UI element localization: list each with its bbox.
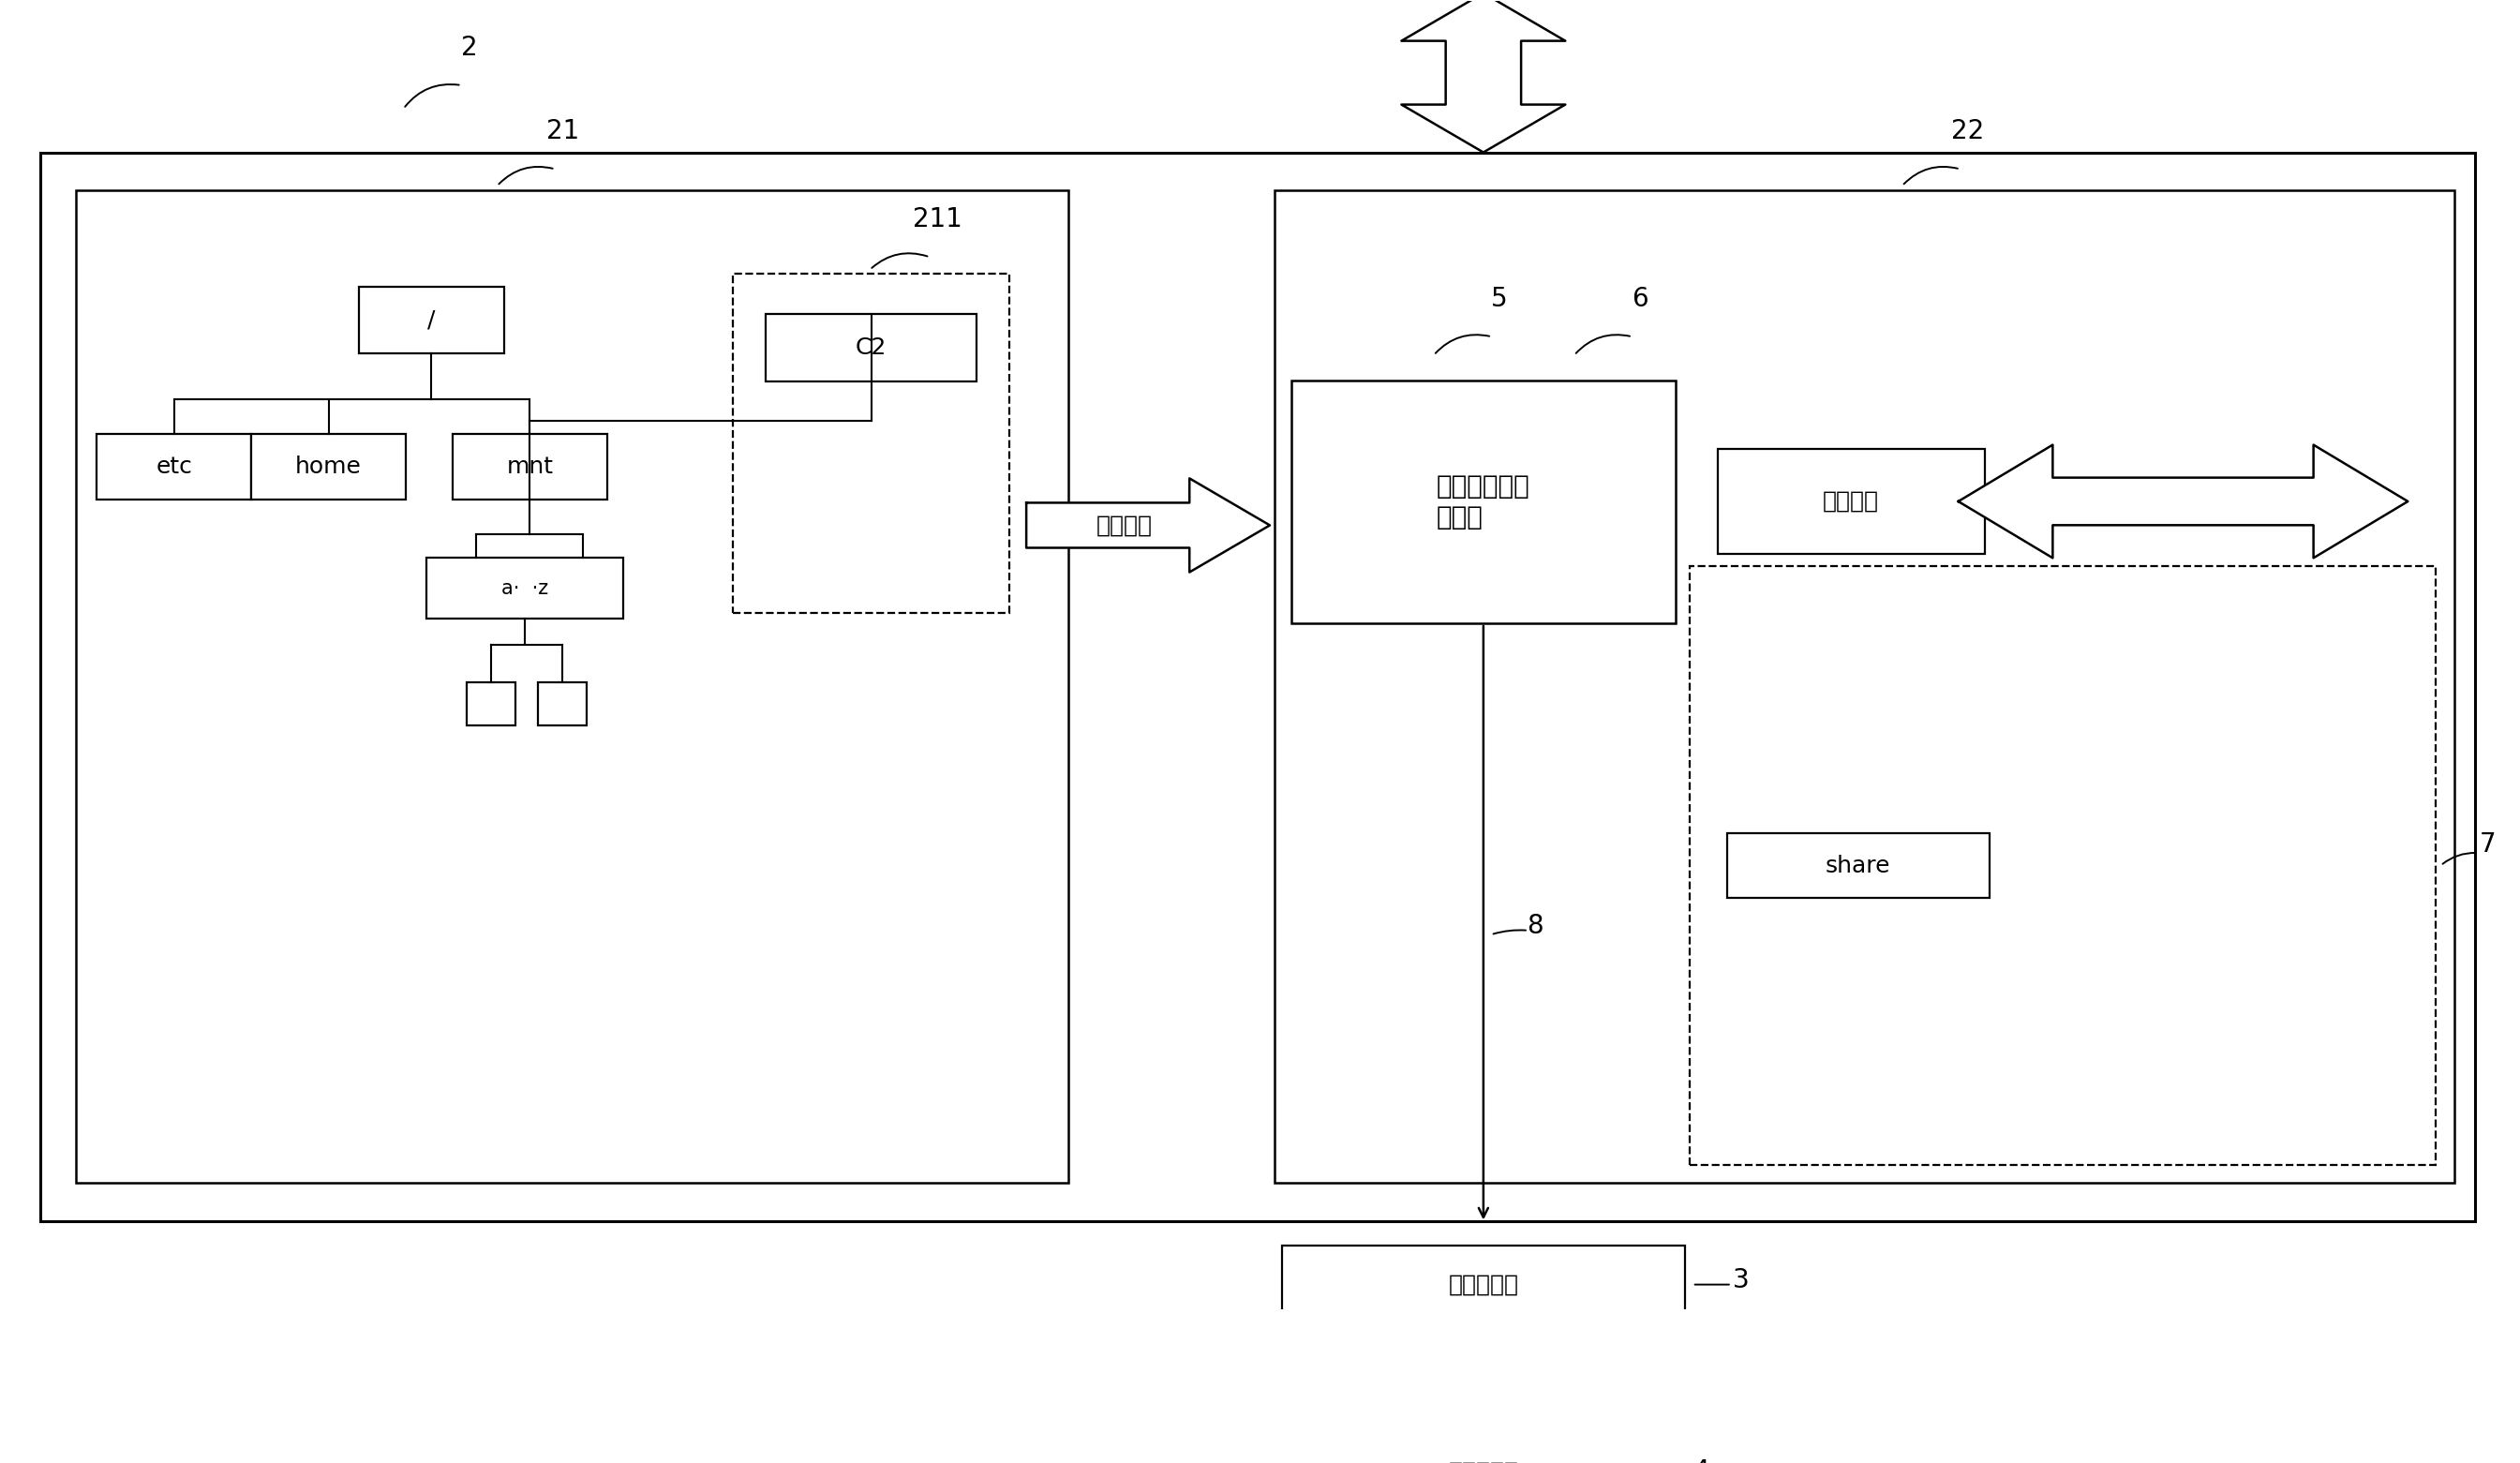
Bar [1290,380,1676,623]
Bar [252,435,406,499]
Bar [1283,1246,1686,1323]
Text: /: / [428,309,436,331]
Bar [454,435,607,499]
Text: share: share [1824,854,1890,876]
Text: 应用程序界面
服务器: 应用程序界面 服务器 [1436,474,1530,530]
Bar [1688,566,2437,1165]
Bar [76,190,1068,1184]
Text: 4: 4 [1693,1459,1711,1463]
Text: 5: 5 [1492,285,1507,312]
Bar [426,557,622,619]
Polygon shape [1958,445,2409,557]
Text: 7: 7 [2480,831,2495,857]
Text: etc: etc [156,455,192,478]
Text: 从属挂载: 从属挂载 [1096,514,1152,537]
Text: 绑定数据库: 绑定数据库 [1449,1460,1520,1463]
Bar [539,682,587,726]
Bar [1320,1412,1648,1463]
Bar [733,274,1011,613]
Polygon shape [1026,478,1270,572]
Bar [1275,190,2454,1184]
Text: 3: 3 [1734,1267,1749,1293]
Ellipse shape [1320,1393,1648,1429]
Bar [358,287,504,354]
Bar [96,435,252,499]
Text: mnt: mnt [507,455,554,478]
Text: 应用行程: 应用行程 [1822,490,1880,512]
Text: 22: 22 [1950,119,1983,145]
Text: 2: 2 [461,35,476,60]
Bar [466,682,517,726]
Bar [40,152,2475,1220]
Text: 211: 211 [912,206,963,233]
Text: 8: 8 [1527,913,1542,939]
Bar [1726,832,1988,898]
Text: 6: 6 [1630,285,1648,312]
Text: home: home [295,455,363,478]
Text: a·  ·z: a· ·z [501,579,549,597]
Polygon shape [1401,0,1565,152]
Bar [1719,449,1986,554]
Text: 21: 21 [547,119,580,145]
Bar [766,315,978,382]
Text: C2: C2 [857,336,887,358]
Text: 容器管理站: 容器管理站 [1449,1273,1520,1296]
